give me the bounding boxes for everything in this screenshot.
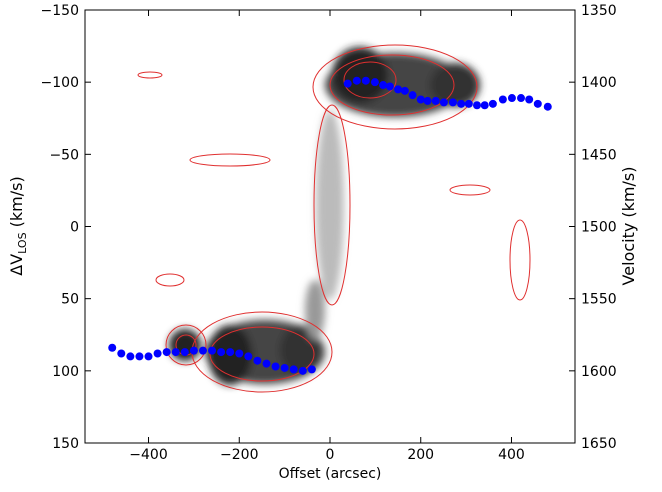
data-point [525,95,534,104]
y2-axis-label: Velocity (km/s) [619,167,638,286]
y2-tick-label: 1400 [581,75,617,91]
data-point [352,76,361,85]
data-point [253,356,262,365]
data-point [473,101,481,110]
data-point [144,352,153,361]
data-point [271,362,280,371]
data-point [208,346,217,355]
y2-tick-label: 1550 [581,292,617,308]
y-tick-label: 100 [52,364,79,380]
data-point [307,365,316,374]
y-label-main: ΔV [7,254,26,276]
data-point [400,86,409,95]
y-tick-label: −100 [41,75,79,91]
data-point [423,96,432,105]
data-point [289,365,298,374]
data-point [517,94,526,103]
data-point [226,348,235,357]
y-tick-label: 150 [52,436,79,452]
data-point [439,98,448,107]
x-tick-label: 400 [498,447,525,463]
data-point [457,99,466,108]
data-point [488,99,497,108]
y-tick-label: 0 [70,220,79,236]
data-point [543,102,552,111]
data-point [189,346,198,355]
data-point [464,99,473,108]
data-point [262,359,271,368]
x-axis-label: Offset (arcsec) [279,466,382,482]
y2-tick-label: 1500 [581,220,617,236]
data-point [162,348,171,357]
x-tick-label: −200 [220,447,258,463]
data-point [171,348,180,357]
x-tick-label: 200 [407,447,434,463]
y-tick-label: −50 [49,147,79,163]
data-point [385,82,394,91]
y2-tick-label: 1450 [581,147,617,163]
data-point [126,352,135,361]
data-point [343,79,352,88]
y-axis-label: ΔVLOS (km/s) [7,176,29,275]
y2-tick-label: 1650 [581,436,617,452]
data-point [217,348,226,357]
y2-tick-label: 1350 [581,3,617,19]
data-point [416,95,425,104]
data-point [507,94,516,103]
data-point [108,343,117,352]
data-point [153,349,162,358]
y-label-unit: (km/s) [7,176,26,232]
y-tick-label: 50 [61,292,79,308]
data-point [361,76,370,85]
data-point [498,95,507,104]
data-point [394,85,403,94]
x-tick-label: 0 [326,447,335,463]
data-point [370,78,379,87]
data-point [533,99,542,108]
y2-tick-label: 1600 [581,364,617,380]
data-point [280,363,289,372]
data-point [198,346,207,355]
data-point [244,352,253,361]
data-point [235,349,244,358]
data-point [431,96,440,105]
x-tick-label: −400 [129,447,167,463]
data-point [448,98,457,107]
data-point [379,81,388,90]
data-point [135,352,144,361]
data-point [408,91,417,100]
data-point [117,349,126,358]
data-point [180,348,189,357]
intensity-map [137,44,531,393]
data-point [298,366,307,375]
data-point [480,101,489,110]
y-label-sub: LOS [16,232,29,253]
y-tick-label: −150 [41,3,79,19]
